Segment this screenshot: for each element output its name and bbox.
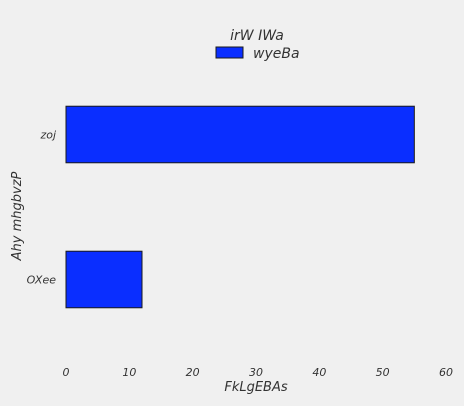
x-tick-label: 20: [186, 366, 200, 379]
bar-OXee: [65, 250, 143, 309]
bars: [65, 105, 415, 309]
legend: irW IWa wyeBa: [215, 28, 300, 62]
x-tick-label: 30: [249, 366, 263, 379]
x-tick-label: 40: [312, 366, 326, 379]
x-tick-labels: 0 10 20 30 40 50 60: [63, 366, 454, 379]
x-tick-label: 60: [439, 366, 453, 379]
x-tick-label: 0: [63, 366, 70, 379]
x-tick-label: 10: [122, 366, 136, 379]
x-axis-label: FkLgEBAs: [224, 380, 288, 395]
legend-title: irW IWa: [230, 28, 284, 44]
legend-label: wyeBa: [253, 46, 300, 62]
y-tick-labels: OXee zoj: [27, 129, 57, 287]
y-axis-label: Ahy mhgbvzP: [10, 171, 25, 261]
y-tick-label: zoj: [39, 129, 57, 142]
y-tick-label: OXee: [27, 274, 57, 287]
legend-swatch: [215, 46, 244, 59]
x-tick-label: 50: [376, 366, 390, 379]
bar-zoj: [65, 105, 415, 164]
